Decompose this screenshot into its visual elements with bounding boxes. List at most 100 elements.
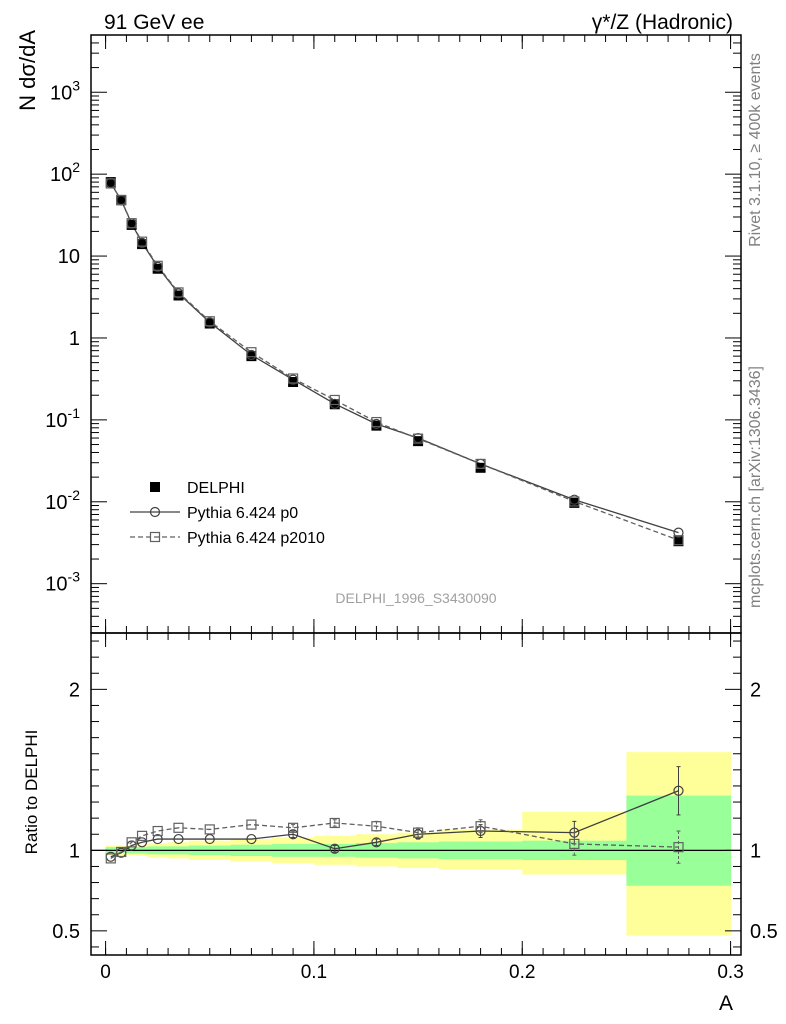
y-tick-base: 10 [58, 246, 80, 268]
ratio-point-0 [173, 833, 184, 845]
y-tick-label: 1 [69, 328, 80, 350]
ratio-point-1 [329, 817, 340, 829]
ratio-point-1 [105, 853, 116, 864]
main-point-2 [105, 178, 116, 189]
main-point-0 [116, 195, 127, 206]
ratio-point-1 [126, 837, 137, 848]
ratio-plot [91, 766, 741, 864]
main-point-2 [475, 458, 486, 470]
ratio-point-1 [673, 842, 684, 853]
ratio-bands [105, 752, 732, 936]
ratio-point-1 [371, 821, 382, 832]
y-tick-exponent: -3 [68, 569, 81, 585]
main-point-2 [246, 347, 257, 358]
main-point-0 [204, 318, 215, 329]
y-tick-label: 10 [58, 246, 80, 268]
main-point-0 [371, 420, 382, 431]
main-point-0 [152, 263, 163, 274]
ratio-point-1 [475, 821, 486, 832]
main-point-0 [288, 377, 299, 388]
legend-label-1: Pythia 6.424 p0 [187, 505, 298, 522]
main-point-0 [673, 536, 684, 547]
x-tick-label: 0.1 [301, 962, 327, 983]
rivet-label: Rivet 3.1.10, ≥ 400k events [747, 53, 764, 247]
main-point-2 [329, 394, 340, 406]
main-point-2 [412, 433, 424, 444]
ratio-point-0 [329, 843, 340, 854]
ratio-ylabel: Ratio to DELPHI [22, 730, 41, 855]
legend-marker-2 [149, 531, 161, 543]
ratio-point-0 [204, 833, 215, 845]
main-ylabel: N dσ/dA [15, 30, 40, 111]
y-tick-base: 10 [45, 492, 67, 514]
ratio-point-1 [116, 846, 127, 858]
ratio-line-0 [110, 790, 679, 858]
y-tick-base: 10 [50, 82, 72, 104]
main-point-2 [371, 416, 382, 428]
ratio-point-1 [569, 838, 580, 850]
main-point-0 [475, 462, 486, 473]
main-point-0 [569, 497, 580, 508]
ratio-tick-label-left: 0.5 [52, 921, 80, 943]
y-tick-label: 10-2 [45, 487, 80, 514]
legend-label-2: Pythia 6.424 p2010 [187, 530, 325, 547]
ratio-tick-label-left: 2 [69, 679, 80, 701]
legend-label-0: DELPHI [187, 480, 245, 497]
header-right: γ*/Z (Hadronic) [592, 11, 733, 34]
ratio-point-0 [152, 833, 163, 845]
ratio-point-1 [287, 822, 299, 833]
y-tick-exponent: 3 [72, 77, 80, 93]
x-tick-label: 0 [100, 962, 111, 983]
main-point-0 [105, 177, 116, 188]
mcplots-label: mcplots.cern.ch [arXiv:1306.3436] [747, 366, 764, 608]
legend: DELPHI Pythia 6.424 p0 Pythia 6.424 p2010 [130, 480, 325, 547]
ratio-tick-label-right: 0.5 [750, 921, 778, 943]
main-point-2 [204, 316, 215, 327]
y-tick-exponent: -2 [68, 487, 81, 503]
ratio-frame [90, 632, 742, 956]
ratio-tick-label-right: 2 [750, 679, 761, 701]
legend-marker-0 [150, 482, 160, 492]
x-tick-label: 0.3 [717, 962, 743, 983]
ratio-point-1 [246, 819, 257, 830]
ratio-tick-label-left: 1 [69, 840, 80, 862]
x-tick-label: 0.2 [509, 962, 535, 983]
y-tick-exponent: 2 [72, 159, 80, 175]
main-point-2 [173, 287, 184, 298]
main-point-2 [673, 535, 684, 546]
ratio-point-0 [673, 785, 684, 796]
y-tick-base: 10 [45, 574, 67, 596]
main-point-2 [136, 236, 148, 247]
main-point-2 [152, 260, 163, 271]
ratio-tick-label-right: 1 [750, 840, 761, 862]
watermark: DELPHI_1996_S3430090 [335, 590, 496, 606]
ratio-point-1 [136, 830, 148, 841]
ratio-point-0 [246, 833, 257, 845]
y-tick-label: 10-1 [45, 405, 80, 432]
main-point-2 [126, 218, 137, 229]
main-point-2 [287, 373, 299, 384]
y-tick-base: 1 [69, 328, 80, 350]
main-point-2 [569, 496, 580, 507]
main-point-0 [126, 219, 137, 230]
ratio-point-0 [569, 827, 580, 838]
main-point-2 [116, 194, 127, 205]
ratio-point-1 [204, 824, 215, 835]
header-left: 91 GeV ee [104, 11, 204, 34]
y-tick-label: 103 [50, 77, 80, 104]
main-point-0 [173, 290, 184, 301]
legend-marker-1 [149, 506, 161, 518]
main-point-1 [673, 527, 684, 538]
y-tick-base: 10 [45, 410, 67, 432]
ratio-point-0 [136, 837, 148, 848]
x-axis-label: A [719, 992, 733, 1015]
ratio-point-1 [152, 825, 163, 837]
ratio-point-1 [412, 827, 424, 838]
main-plot [105, 177, 684, 547]
main-point-0 [137, 239, 148, 250]
y-tick-label: 102 [50, 159, 80, 186]
y-tick-exponent: -1 [68, 405, 81, 421]
y-tick-base: 10 [50, 164, 72, 186]
